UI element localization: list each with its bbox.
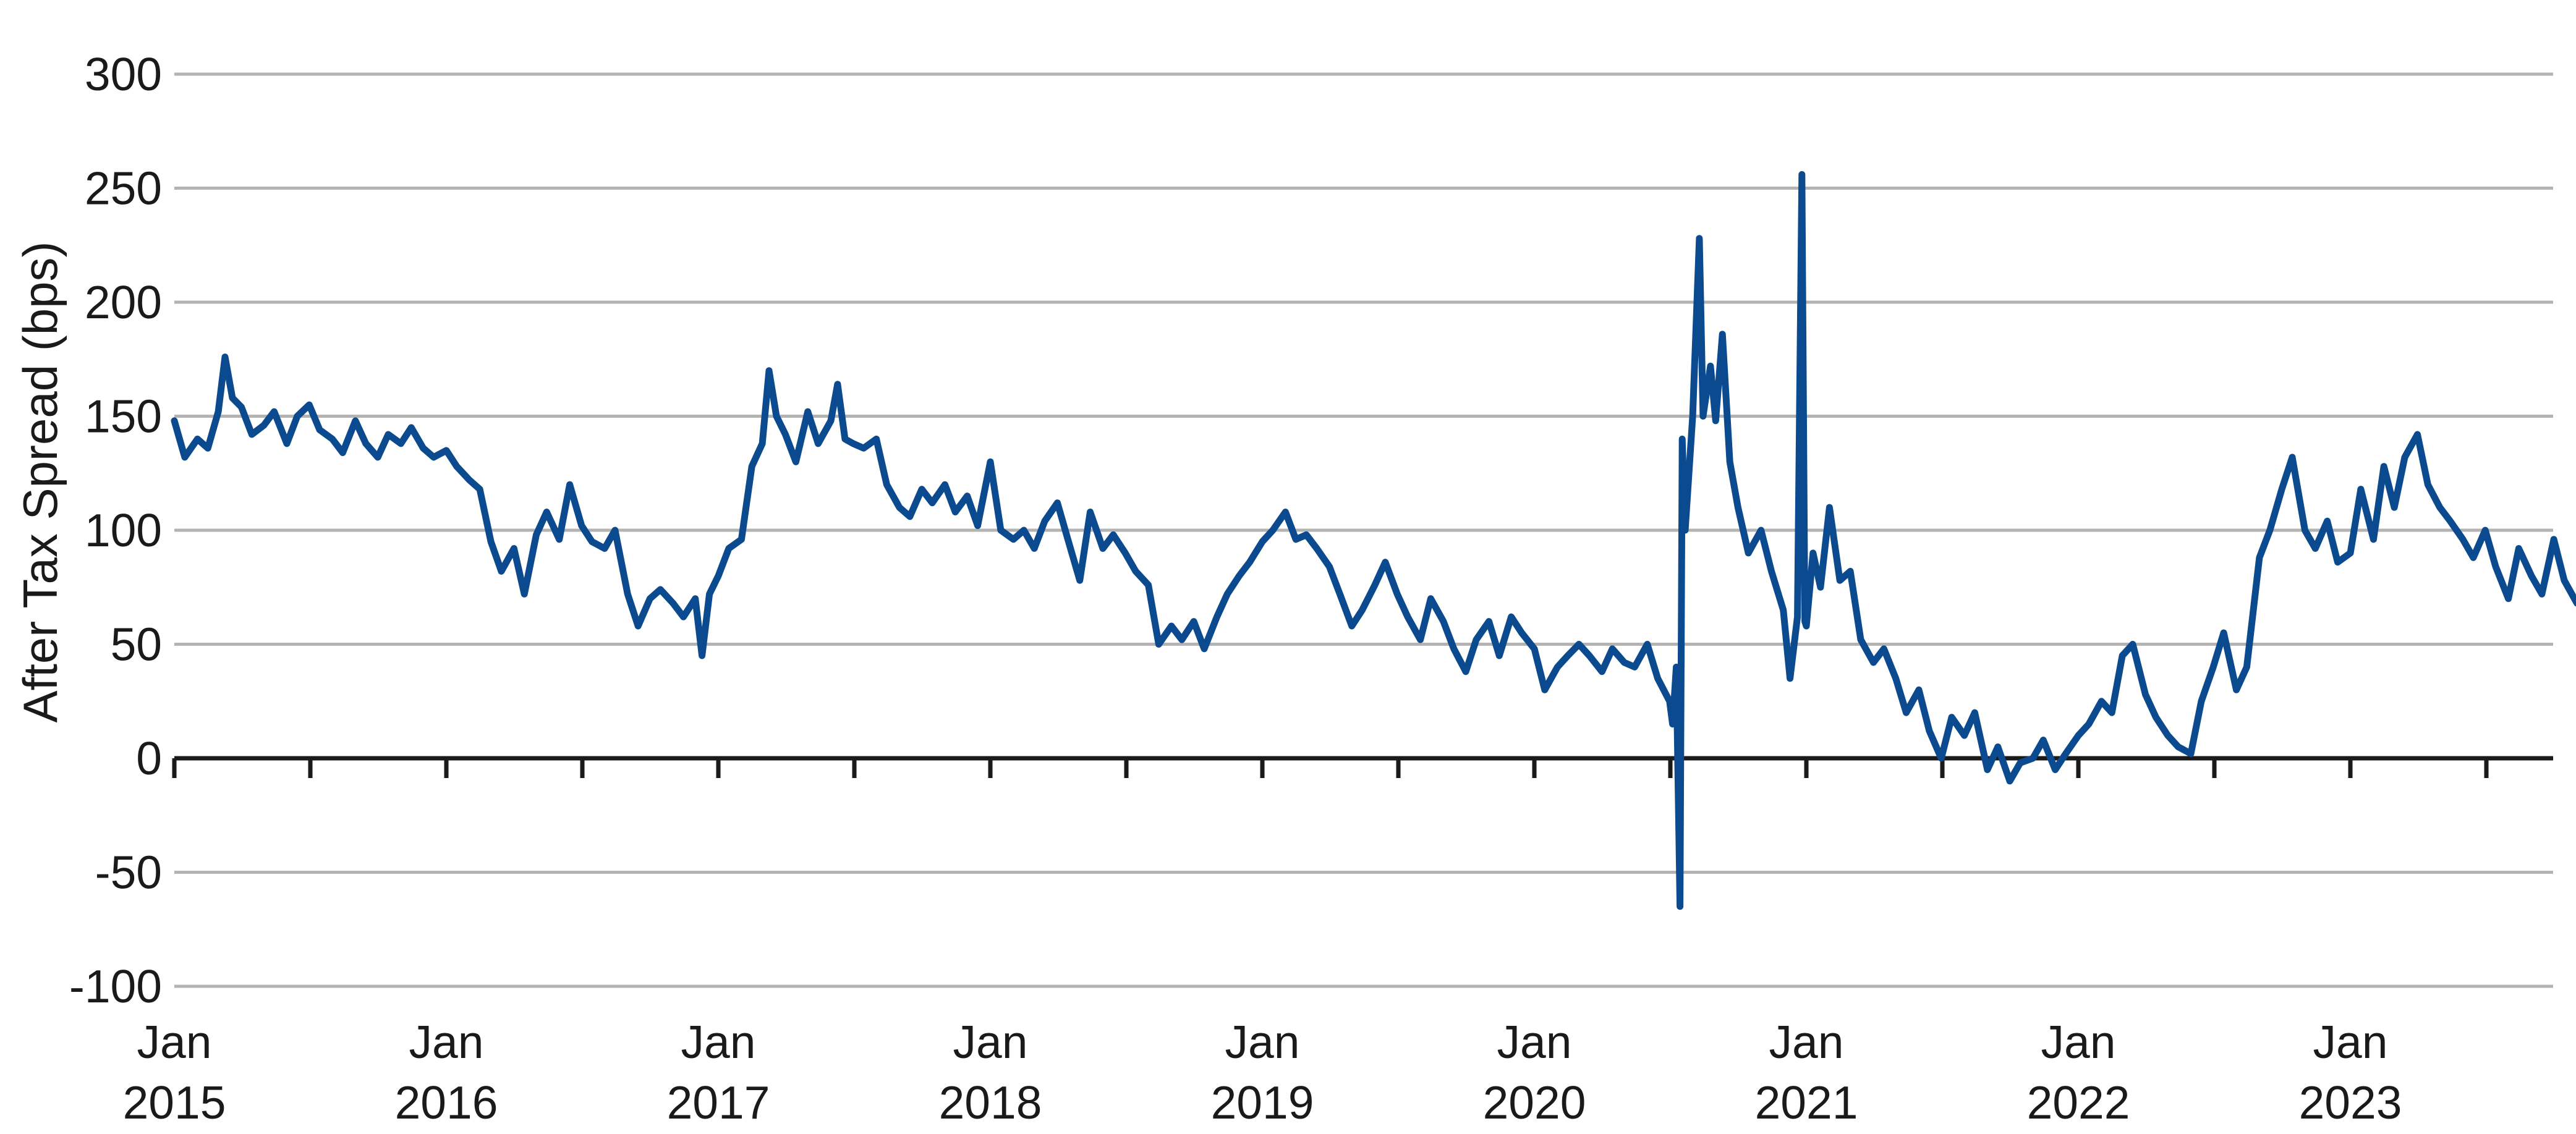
x-tick-label-month: Jan — [1497, 1016, 1572, 1068]
y-tick-label: 200 — [85, 276, 162, 328]
series-layer — [171, 171, 2576, 910]
x-tick-label-month: Jan — [1769, 1016, 1844, 1068]
x-tick-label-month: Jan — [1225, 1016, 1300, 1068]
y-tick-label: -50 — [95, 847, 162, 899]
y-tick-label: 300 — [85, 48, 162, 100]
x-tick-label-month: Jan — [2041, 1016, 2116, 1068]
x-tick-label-year: 2020 — [1483, 1077, 1586, 1128]
y-tick-label: 0 — [136, 732, 162, 784]
y-tick-label: 50 — [111, 619, 162, 671]
x-tick-label-year: 2021 — [1755, 1077, 1858, 1128]
y-tick-label: 150 — [85, 391, 162, 442]
x-tick-label-month: Jan — [681, 1016, 756, 1068]
x-axis-tick-labels: Jan 2015 Jan 2016 Jan 2017 Jan 2018 Jan 2019 Jan 20… — [123, 1016, 2402, 1128]
series-line — [171, 171, 2576, 910]
x-axis — [172, 756, 2553, 778]
y-axis-label: After Tax Spread (bps) — [13, 242, 67, 723]
y-tick-label: -100 — [69, 960, 162, 1012]
x-tick-label-month: Jan — [953, 1016, 1028, 1068]
gridlines — [174, 72, 2553, 988]
x-tick-label-year: 2023 — [2299, 1077, 2402, 1128]
x-tick-label-year: 2017 — [667, 1077, 770, 1128]
x-tick-label-year: 2015 — [123, 1077, 226, 1128]
x-tick-label-year: 2022 — [2027, 1077, 2130, 1128]
x-tick-label-month: Jan — [137, 1016, 212, 1068]
x-tick-label-year: 2016 — [395, 1077, 498, 1128]
x-tick-label-year: 2019 — [1211, 1077, 1314, 1128]
x-tick-label-month: Jan — [2313, 1016, 2388, 1068]
x-tick-label-year: 2018 — [939, 1077, 1042, 1128]
y-axis-tick-labels: 300 250 200 150 100 50 0 -50 -100 — [69, 48, 162, 1012]
x-tick-label-month: Jan — [409, 1016, 484, 1068]
y-tick-label: 250 — [85, 163, 162, 214]
y-tick-label: 100 — [85, 504, 162, 556]
